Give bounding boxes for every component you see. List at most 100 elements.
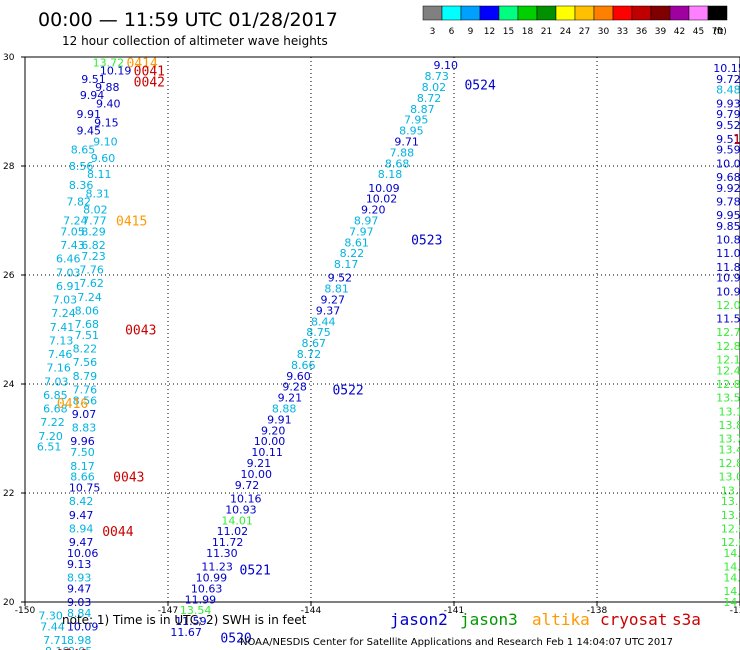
wave-height-point: 8.97	[354, 215, 379, 228]
wave-height-point: 12.8	[721, 522, 740, 535]
wave-height-point: 7.88	[390, 146, 415, 159]
wave-height-point: 7.68	[75, 318, 100, 331]
wave-height-point: 8.31	[86, 187, 111, 200]
wave-height-point: 8.02	[422, 81, 447, 94]
wave-height-point: 9.79	[716, 108, 740, 121]
wave-height-point: 9.10	[93, 135, 118, 148]
wave-height-point: 7.97	[349, 225, 374, 238]
wave-height-point: 8.18	[378, 168, 403, 181]
x-tick-label: -138	[587, 606, 608, 616]
satellite-legend: jason2 jason3 altika cryosat s3a	[390, 610, 701, 629]
wave-height-point: 7.20	[38, 430, 63, 443]
x-tick-label: -144	[301, 606, 322, 616]
wave-height-point: 8.98	[67, 634, 92, 647]
wave-height-point: 12.85	[716, 340, 740, 353]
wave-height-point: 9.37	[316, 304, 341, 317]
wave-height-point: 8.66	[291, 359, 316, 372]
wave-height-point: 9.03	[67, 596, 92, 609]
wave-height-point: 14.01	[221, 514, 253, 527]
wave-height-point: 10.93	[225, 503, 257, 516]
wave-height-point: 11.57	[716, 313, 740, 326]
wave-height-point: 7.44	[40, 621, 65, 634]
color-scale-label: 3	[430, 27, 436, 37]
wave-height-point: 9.15	[94, 116, 119, 129]
color-scale-swatch	[422, 5, 443, 21]
wave-height-point: 8.56	[69, 160, 94, 173]
wave-height-point: 10.09	[368, 182, 400, 195]
wave-height-point: 8.88	[272, 403, 297, 416]
wave-height-point: 9.59	[716, 144, 740, 157]
wave-height-point: 10.16	[230, 492, 262, 505]
wave-height-point: 7.03	[44, 375, 69, 388]
wave-height-point: 10.93	[716, 285, 740, 298]
color-scale-label: 6	[449, 27, 455, 37]
wave-height-point: 13.09	[719, 471, 740, 484]
wave-height-point: 9.45	[76, 125, 101, 138]
wave-height-point: 7.77	[82, 215, 107, 228]
color-scale-unit: (ft)	[713, 27, 727, 37]
color-scale-swatch	[555, 5, 576, 21]
wave-height-point: 8.18	[45, 645, 70, 650]
wave-height-point: 8.44	[311, 315, 336, 328]
wave-height-point: 12.76	[716, 326, 740, 339]
wave-height-point: 9.20	[261, 424, 286, 437]
wave-height-point: 10.02	[366, 193, 398, 206]
track-B: 9.108.738.028.728.877.958.959.717.888.68…	[170, 59, 496, 646]
wave-height-point: 10.00	[254, 435, 285, 448]
color-scale-swatch	[536, 5, 557, 21]
wave-height-point: 8.66	[70, 471, 95, 484]
wave-height-point: 13.47	[719, 443, 740, 456]
wave-height-point: 11.05	[716, 247, 740, 260]
wave-height-point: 11.23	[201, 561, 233, 574]
track-A: 13.7210.199.519.889.949.409.919.159.459.…	[37, 56, 165, 650]
wave-height-point: 7.76	[73, 383, 98, 396]
wave-height-point: 8.68	[385, 157, 410, 170]
wave-height-point: 13.58	[716, 392, 740, 405]
wave-height-point: 9.78	[716, 195, 740, 208]
wave-height-point: 8.67	[301, 337, 326, 350]
wave-height-point: 7.24	[51, 307, 76, 320]
legend-cryosat: cryosat	[600, 610, 667, 629]
wave-height-point: 9.47	[67, 582, 92, 595]
wave-height-point: 8.06	[75, 304, 100, 317]
wave-height-point: 9.10	[434, 59, 459, 72]
wave-height-point: 8.81	[324, 283, 349, 296]
color-scale-label: 12	[484, 27, 495, 37]
wave-height-point: 7.16	[46, 362, 70, 375]
pass-time-label: 0522	[332, 383, 363, 398]
wave-height-point: 8.29	[81, 225, 106, 238]
wave-height-point: 10.63	[191, 582, 223, 595]
pass-time-label: 0414	[127, 56, 158, 71]
pass-time-label: 0044	[102, 525, 133, 540]
color-scale-bar: 3 6 9 12 15 18 21 24 27 30 33 36 39 42 45 70(ft)	[422, 5, 728, 37]
wave-height-point: 10.93	[716, 272, 740, 285]
wave-height-point: 12.87	[719, 457, 740, 470]
wave-height-point: 8.56	[73, 394, 98, 407]
wave-height-point: 7.05	[60, 225, 84, 238]
header: 00:00 — 11:59 UTC 01/28/2017 12 hour col…	[38, 9, 338, 48]
wave-height-point: 6.51	[37, 441, 62, 454]
color-scale-label: 39	[655, 27, 667, 37]
color-scale-label: 36	[636, 27, 648, 37]
wave-height-point: 9.21	[247, 457, 272, 470]
y-tick-label: 28	[3, 162, 15, 172]
wave-height-point: 7.62	[79, 277, 104, 290]
wave-height-point: 8.95	[68, 645, 93, 650]
wave-height-point: 7.30	[38, 610, 63, 623]
wave-height-point: 8.61	[344, 236, 369, 249]
wave-height-point: 14.	[723, 571, 740, 584]
wave-height-point: 11.30	[206, 547, 238, 560]
wave-height-point: 8.65	[71, 144, 96, 157]
wave-height-point: 13.76	[719, 433, 740, 446]
y-tick-label: 26	[3, 271, 15, 281]
color-scale-label: 70	[712, 27, 724, 37]
wave-height-point: 9.93	[716, 97, 740, 110]
wave-height-point: 14.	[723, 561, 740, 574]
wave-height-point: 9.07	[72, 408, 97, 421]
wave-height-point: 8.73	[424, 70, 449, 83]
wave-height-point: 9.28	[282, 381, 307, 394]
wave-height-point: 9.47	[69, 509, 94, 522]
wave-height-point: 8.72	[297, 348, 322, 361]
color-scale-swatch	[517, 5, 538, 21]
x-tick-label: -135	[730, 606, 740, 616]
